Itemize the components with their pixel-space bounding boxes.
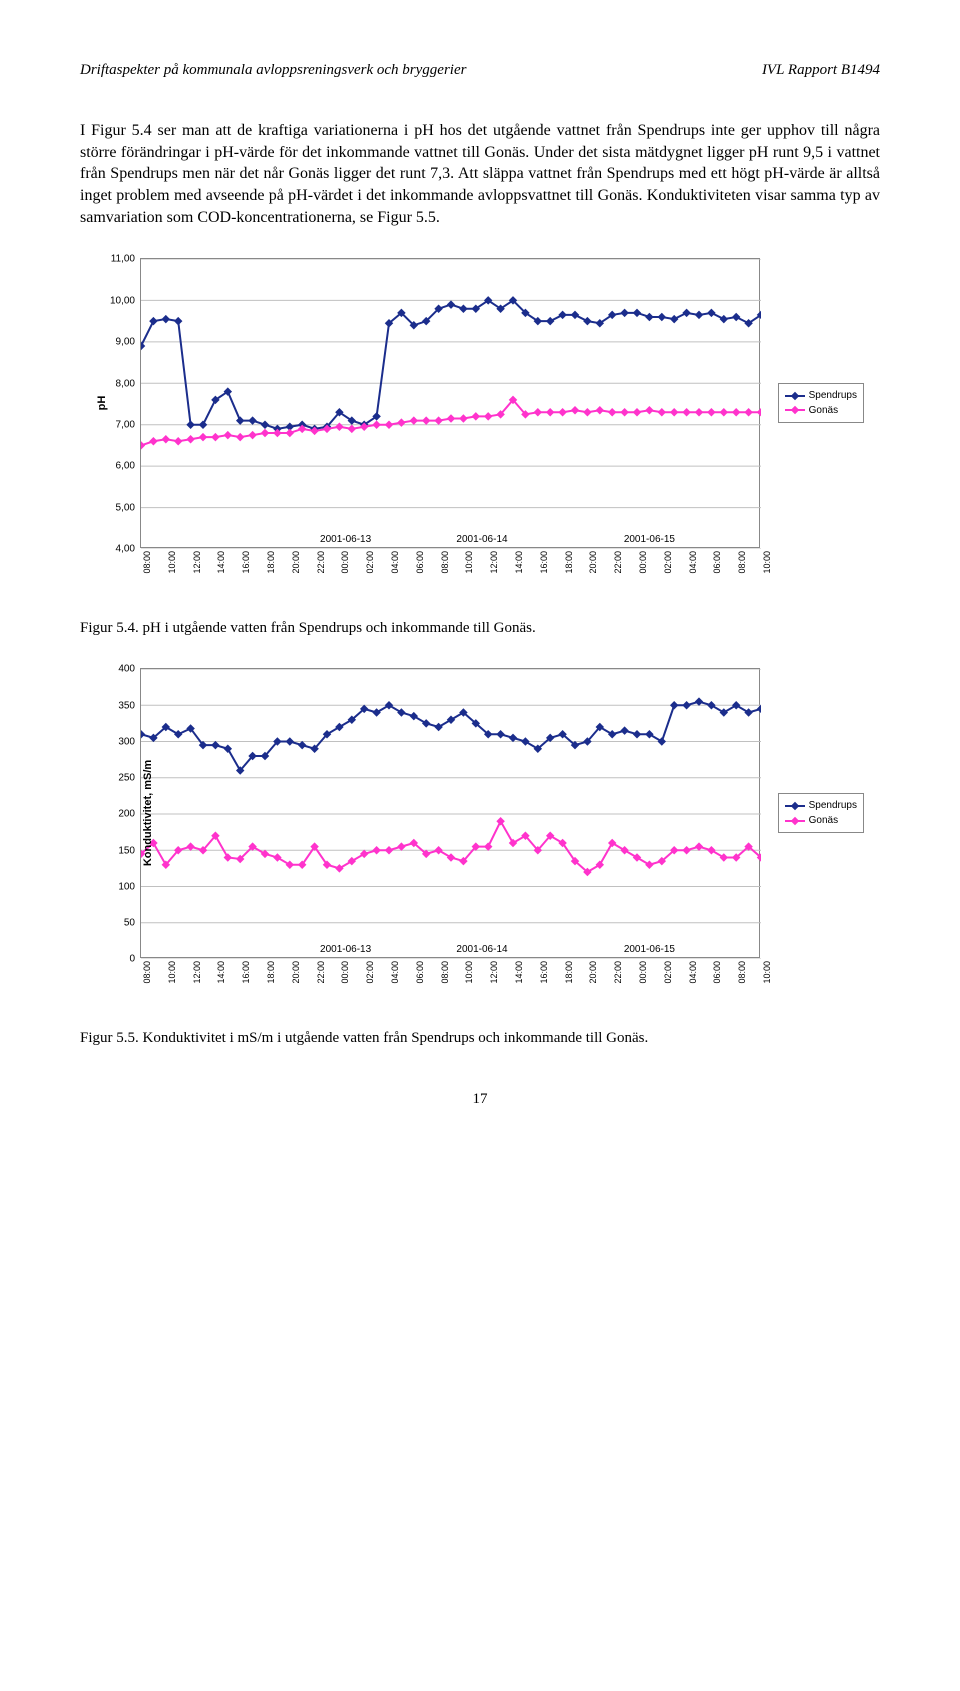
xtick-label: 22:00: [612, 551, 624, 574]
legend-item: Gonäs: [785, 404, 857, 418]
xtick-label: 14:00: [215, 961, 227, 984]
xtick-label: 18:00: [265, 551, 277, 574]
xtick-label: 04:00: [389, 551, 401, 574]
ytick-label: 250: [118, 771, 135, 785]
xtick-label: 08:00: [141, 961, 153, 984]
date-label: 2001-06-15: [624, 943, 675, 957]
header-left: Driftaspekter på kommunala avloppsrening…: [80, 60, 466, 80]
xtick-label: 10:00: [463, 551, 475, 574]
xtick-label: 12:00: [488, 551, 500, 574]
xtick-label: 06:00: [711, 551, 723, 574]
xtick-label: 02:00: [662, 961, 674, 984]
xtick-label: 04:00: [687, 961, 699, 984]
xtick-label: 18:00: [563, 551, 575, 574]
xtick-label: 02:00: [364, 551, 376, 574]
xtick-label: 20:00: [587, 961, 599, 984]
xtick-label: 10:00: [463, 961, 475, 984]
ytick-label: 50: [124, 916, 135, 930]
xtick-label: 08:00: [141, 551, 153, 574]
xtick-label: 00:00: [637, 551, 649, 574]
xtick-label: 12:00: [191, 551, 203, 574]
xtick-label: 14:00: [513, 551, 525, 574]
xtick-label: 08:00: [439, 961, 451, 984]
ytick-label: 11,00: [111, 252, 135, 266]
plot-region: 4,005,006,007,008,009,0010,0011,00pH08:0…: [140, 258, 760, 548]
ytick-label: 100: [118, 880, 135, 894]
xtick-label: 14:00: [513, 961, 525, 984]
conductivity-chart: 050100150200250300350400Konduktivitet, m…: [80, 668, 880, 1018]
xtick-label: 22:00: [612, 961, 624, 984]
legend-item: Spendrups: [785, 799, 857, 813]
xtick-label: 10:00: [761, 551, 773, 574]
xtick-label: 08:00: [736, 961, 748, 984]
date-label: 2001-06-13: [320, 943, 371, 957]
xtick-label: 20:00: [290, 551, 302, 574]
ytick-label: 0: [129, 953, 135, 967]
ytick-label: 300: [118, 735, 135, 749]
figure-5-5-caption: Figur 5.5. Konduktivitet i mS/m i utgåen…: [80, 1028, 880, 1048]
legend-item: Spendrups: [785, 389, 857, 403]
xtick-label: 04:00: [687, 551, 699, 574]
header-right: IVL Rapport B1494: [762, 60, 880, 80]
date-label: 2001-06-14: [456, 533, 507, 547]
xtick-label: 12:00: [191, 961, 203, 984]
figure-5-4-caption: Figur 5.4. pH i utgående vatten från Spe…: [80, 618, 880, 638]
ytick-label: 10,00: [110, 294, 135, 308]
legend-item: Gonäs: [785, 814, 857, 828]
xtick-label: 02:00: [662, 551, 674, 574]
xtick-label: 18:00: [265, 961, 277, 984]
ytick-label: 4,00: [116, 542, 135, 556]
xtick-label: 16:00: [538, 551, 550, 574]
ph-chart: 4,005,006,007,008,009,0010,0011,00pH08:0…: [80, 258, 880, 608]
xtick-label: 16:00: [538, 961, 550, 984]
xtick-label: 16:00: [240, 551, 252, 574]
chart-legend: SpendrupsGonäs: [778, 383, 864, 423]
y-axis-label: Konduktivitet, mS/m: [141, 760, 156, 866]
xtick-label: 22:00: [315, 551, 327, 574]
ytick-label: 350: [118, 699, 135, 713]
ytick-label: 8,00: [116, 377, 135, 391]
ytick-label: 5,00: [116, 501, 135, 515]
ytick-label: 9,00: [116, 335, 135, 349]
xtick-label: 08:00: [736, 551, 748, 574]
page-number: 17: [80, 1089, 880, 1109]
xtick-label: 08:00: [439, 551, 451, 574]
xtick-label: 02:00: [364, 961, 376, 984]
xtick-label: 06:00: [414, 551, 426, 574]
xtick-label: 20:00: [290, 961, 302, 984]
xtick-label: 10:00: [761, 961, 773, 984]
xtick-label: 06:00: [711, 961, 723, 984]
xtick-label: 00:00: [637, 961, 649, 984]
xtick-label: 22:00: [315, 961, 327, 984]
xtick-label: 00:00: [339, 961, 351, 984]
date-label: 2001-06-13: [320, 533, 371, 547]
ytick-label: 6,00: [116, 460, 135, 474]
xtick-label: 12:00: [488, 961, 500, 984]
xtick-label: 14:00: [215, 551, 227, 574]
ytick-label: 400: [118, 663, 135, 677]
body-paragraph: I Figur 5.4 ser man att de kraftiga vari…: [80, 120, 880, 228]
page-header: Driftaspekter på kommunala avloppsrening…: [80, 60, 880, 80]
xtick-label: 00:00: [339, 551, 351, 574]
ytick-label: 7,00: [116, 418, 135, 432]
xtick-label: 20:00: [587, 551, 599, 574]
xtick-label: 16:00: [240, 961, 252, 984]
xtick-label: 06:00: [414, 961, 426, 984]
xtick-label: 10:00: [166, 551, 178, 574]
date-label: 2001-06-15: [624, 533, 675, 547]
ytick-label: 200: [118, 808, 135, 822]
y-axis-label: pH: [95, 396, 110, 411]
xtick-label: 10:00: [166, 961, 178, 984]
xtick-label: 04:00: [389, 961, 401, 984]
ytick-label: 150: [118, 844, 135, 858]
date-label: 2001-06-14: [456, 943, 507, 957]
xtick-label: 18:00: [563, 961, 575, 984]
chart-legend: SpendrupsGonäs: [778, 793, 864, 833]
plot-region: 050100150200250300350400Konduktivitet, m…: [140, 668, 760, 958]
